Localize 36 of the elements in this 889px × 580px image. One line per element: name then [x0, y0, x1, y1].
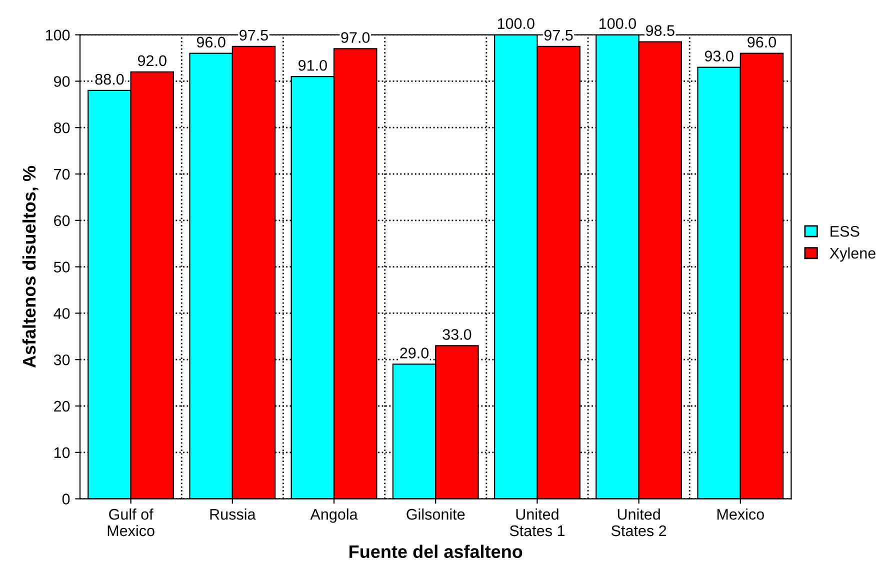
data-label: 100.0 [600, 18, 636, 29]
x-tick-label: Angola [310, 508, 358, 523]
x-axis-title: Fuente del asfalteno [350, 544, 522, 558]
data-label: 100.0 [498, 18, 534, 29]
data-label: 97.0 [341, 32, 370, 43]
y-tick-label: 100 [46, 30, 70, 40]
data-label: 96.0 [196, 36, 226, 48]
x-tick-label: United States 1 [510, 508, 564, 536]
x-tick-label: Russia [210, 508, 256, 520]
x-tick-label: United States 2 [611, 508, 666, 536]
x-tick-label: Gulf of Mexico [108, 508, 154, 536]
data-label: 93.0 [704, 50, 734, 62]
y-tick-label: 50 [54, 262, 70, 272]
legend-label: Xylene [830, 247, 876, 262]
data-label: 91.0 [298, 60, 327, 71]
x-tick-label: Gilsonite [406, 508, 465, 520]
data-label: 29.0 [400, 348, 429, 358]
y-axis-title: Asfaltenos disueltos, % [22, 166, 38, 368]
y-tick-label: 80 [54, 122, 70, 134]
y-tick-label: 60 [54, 215, 70, 226]
legend-label: ESS [830, 226, 860, 237]
y-tick-label: 0 [62, 494, 70, 504]
data-label: 88.0 [95, 74, 124, 85]
y-tick-label: 90 [54, 76, 70, 87]
data-label: 98.5 [646, 25, 674, 36]
y-tick-label: 30 [54, 354, 70, 366]
data-label: 97.5 [240, 30, 268, 41]
data-label: 96.0 [748, 36, 776, 48]
data-label: 97.5 [544, 30, 573, 41]
y-tick-label: 10 [54, 447, 70, 458]
data-label: 92.0 [138, 55, 166, 66]
y-tick-label: 70 [54, 168, 70, 180]
data-label: 33.0 [442, 329, 472, 340]
y-tick-label: 40 [54, 308, 70, 319]
x-tick-label: Mexico [717, 508, 764, 520]
y-tick-label: 20 [54, 400, 70, 412]
